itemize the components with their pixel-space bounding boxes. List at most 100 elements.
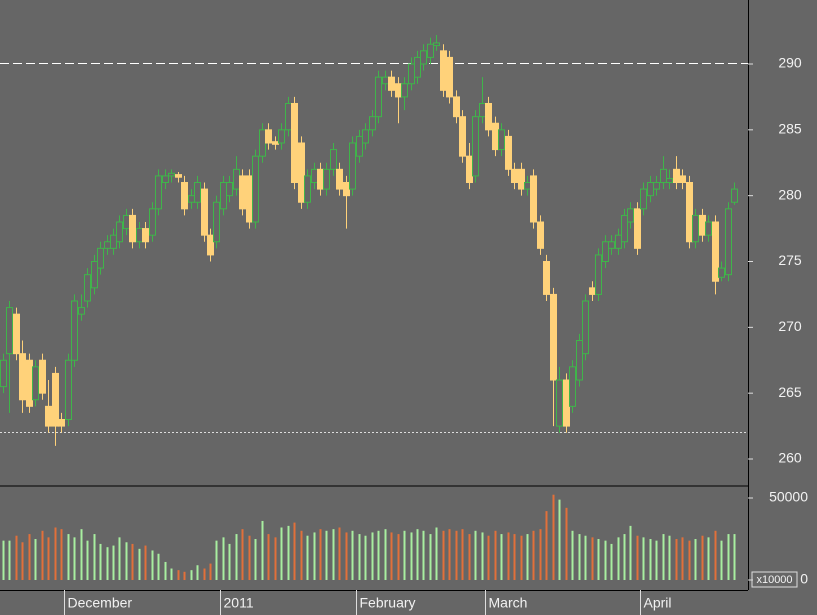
candle-body	[647, 181, 654, 197]
candle-body	[39, 359, 46, 394]
candle-body	[679, 175, 686, 183]
candle-body	[304, 175, 311, 203]
candle-body	[472, 116, 479, 177]
candle-body	[104, 241, 111, 249]
candle-body	[142, 228, 149, 243]
candle-body	[265, 129, 272, 144]
candle-body	[602, 241, 609, 262]
candle-body	[408, 63, 415, 85]
candle-body	[162, 175, 169, 183]
y-tick-label: 290	[778, 55, 802, 71]
candle-body	[524, 181, 531, 190]
candle-body	[653, 181, 660, 190]
volume-tick-label: 0	[800, 571, 808, 587]
candle-body	[718, 267, 725, 278]
candle-body	[317, 168, 324, 190]
candle-body	[466, 155, 473, 183]
candle-body	[712, 221, 719, 282]
y-tick-label: 265	[778, 384, 802, 400]
candle-body	[97, 247, 104, 269]
y-tick-label: 260	[778, 450, 802, 466]
candle-body	[220, 181, 227, 210]
candle-body	[446, 56, 453, 98]
candle-body	[52, 372, 59, 427]
x-tick-label: 2011	[224, 595, 254, 611]
candle-body	[563, 379, 570, 427]
candle-body	[660, 168, 667, 183]
candle-body	[369, 116, 376, 131]
x-tick-label: March	[489, 595, 528, 611]
candle-body	[19, 353, 26, 401]
candle-body	[382, 76, 389, 85]
y-tick-label: 280	[778, 186, 802, 202]
candle-body	[569, 366, 576, 407]
candle-body	[537, 221, 544, 249]
candle-body	[298, 142, 305, 203]
candle-body	[349, 142, 356, 190]
candle-body	[213, 201, 220, 243]
candle-body	[181, 181, 188, 210]
candle-body	[543, 260, 550, 295]
candle-body	[692, 214, 699, 243]
candle-body	[615, 234, 622, 249]
x-tick-label: December	[68, 595, 133, 611]
candle-body	[336, 168, 343, 190]
candle-body	[388, 76, 395, 91]
candle-body	[414, 56, 421, 78]
candle-body	[330, 149, 337, 170]
y-tick-label: 285	[778, 121, 802, 137]
candle-body	[311, 168, 318, 183]
candle-body	[168, 172, 175, 177]
candle-body	[233, 168, 240, 190]
candle-body	[291, 102, 298, 183]
volume-unit-label: x10000	[756, 574, 792, 586]
candle-body	[686, 181, 693, 243]
candle-body	[26, 359, 33, 407]
candle-body	[582, 300, 589, 355]
candle-body	[375, 76, 382, 118]
candle-body	[91, 260, 98, 289]
candle-body	[459, 116, 466, 157]
candle-body	[505, 135, 512, 170]
candle-body	[433, 42, 440, 47]
volume-unit-box	[751, 571, 798, 588]
candle-body	[13, 313, 20, 355]
candle-body	[110, 234, 117, 249]
candle-body	[725, 208, 732, 276]
candle-body	[550, 293, 557, 381]
candle-body	[6, 307, 13, 355]
candle-body	[427, 43, 434, 58]
candle-body	[123, 214, 130, 230]
candle-body	[226, 181, 233, 197]
candle-body	[246, 175, 253, 223]
y-tick-label: 275	[778, 252, 802, 268]
candle-body	[194, 181, 201, 203]
candle-body	[45, 405, 52, 427]
y-tick-label: 270	[778, 318, 802, 334]
candle-body	[84, 274, 91, 302]
candle-body	[395, 83, 402, 98]
candle-body	[239, 175, 246, 210]
candle-body	[323, 168, 330, 190]
candle-body	[498, 129, 505, 151]
candle-body	[595, 254, 602, 295]
candle-body	[627, 208, 634, 223]
candle-body	[129, 214, 136, 243]
candle-body	[518, 168, 525, 190]
candle-body	[252, 155, 259, 223]
candle-body	[556, 379, 563, 427]
candle-body	[621, 214, 628, 243]
candle-body	[58, 419, 65, 427]
candle-body	[155, 175, 162, 210]
candle-body	[278, 129, 285, 144]
candle-body	[492, 122, 499, 151]
candle-body	[640, 188, 647, 210]
candle-body	[78, 307, 85, 315]
candle-body	[634, 208, 641, 249]
candle-body	[673, 168, 680, 183]
x-tick-label: April	[644, 595, 672, 611]
candle-body	[343, 181, 350, 197]
candle-body	[705, 221, 712, 236]
candle-body	[511, 168, 518, 183]
